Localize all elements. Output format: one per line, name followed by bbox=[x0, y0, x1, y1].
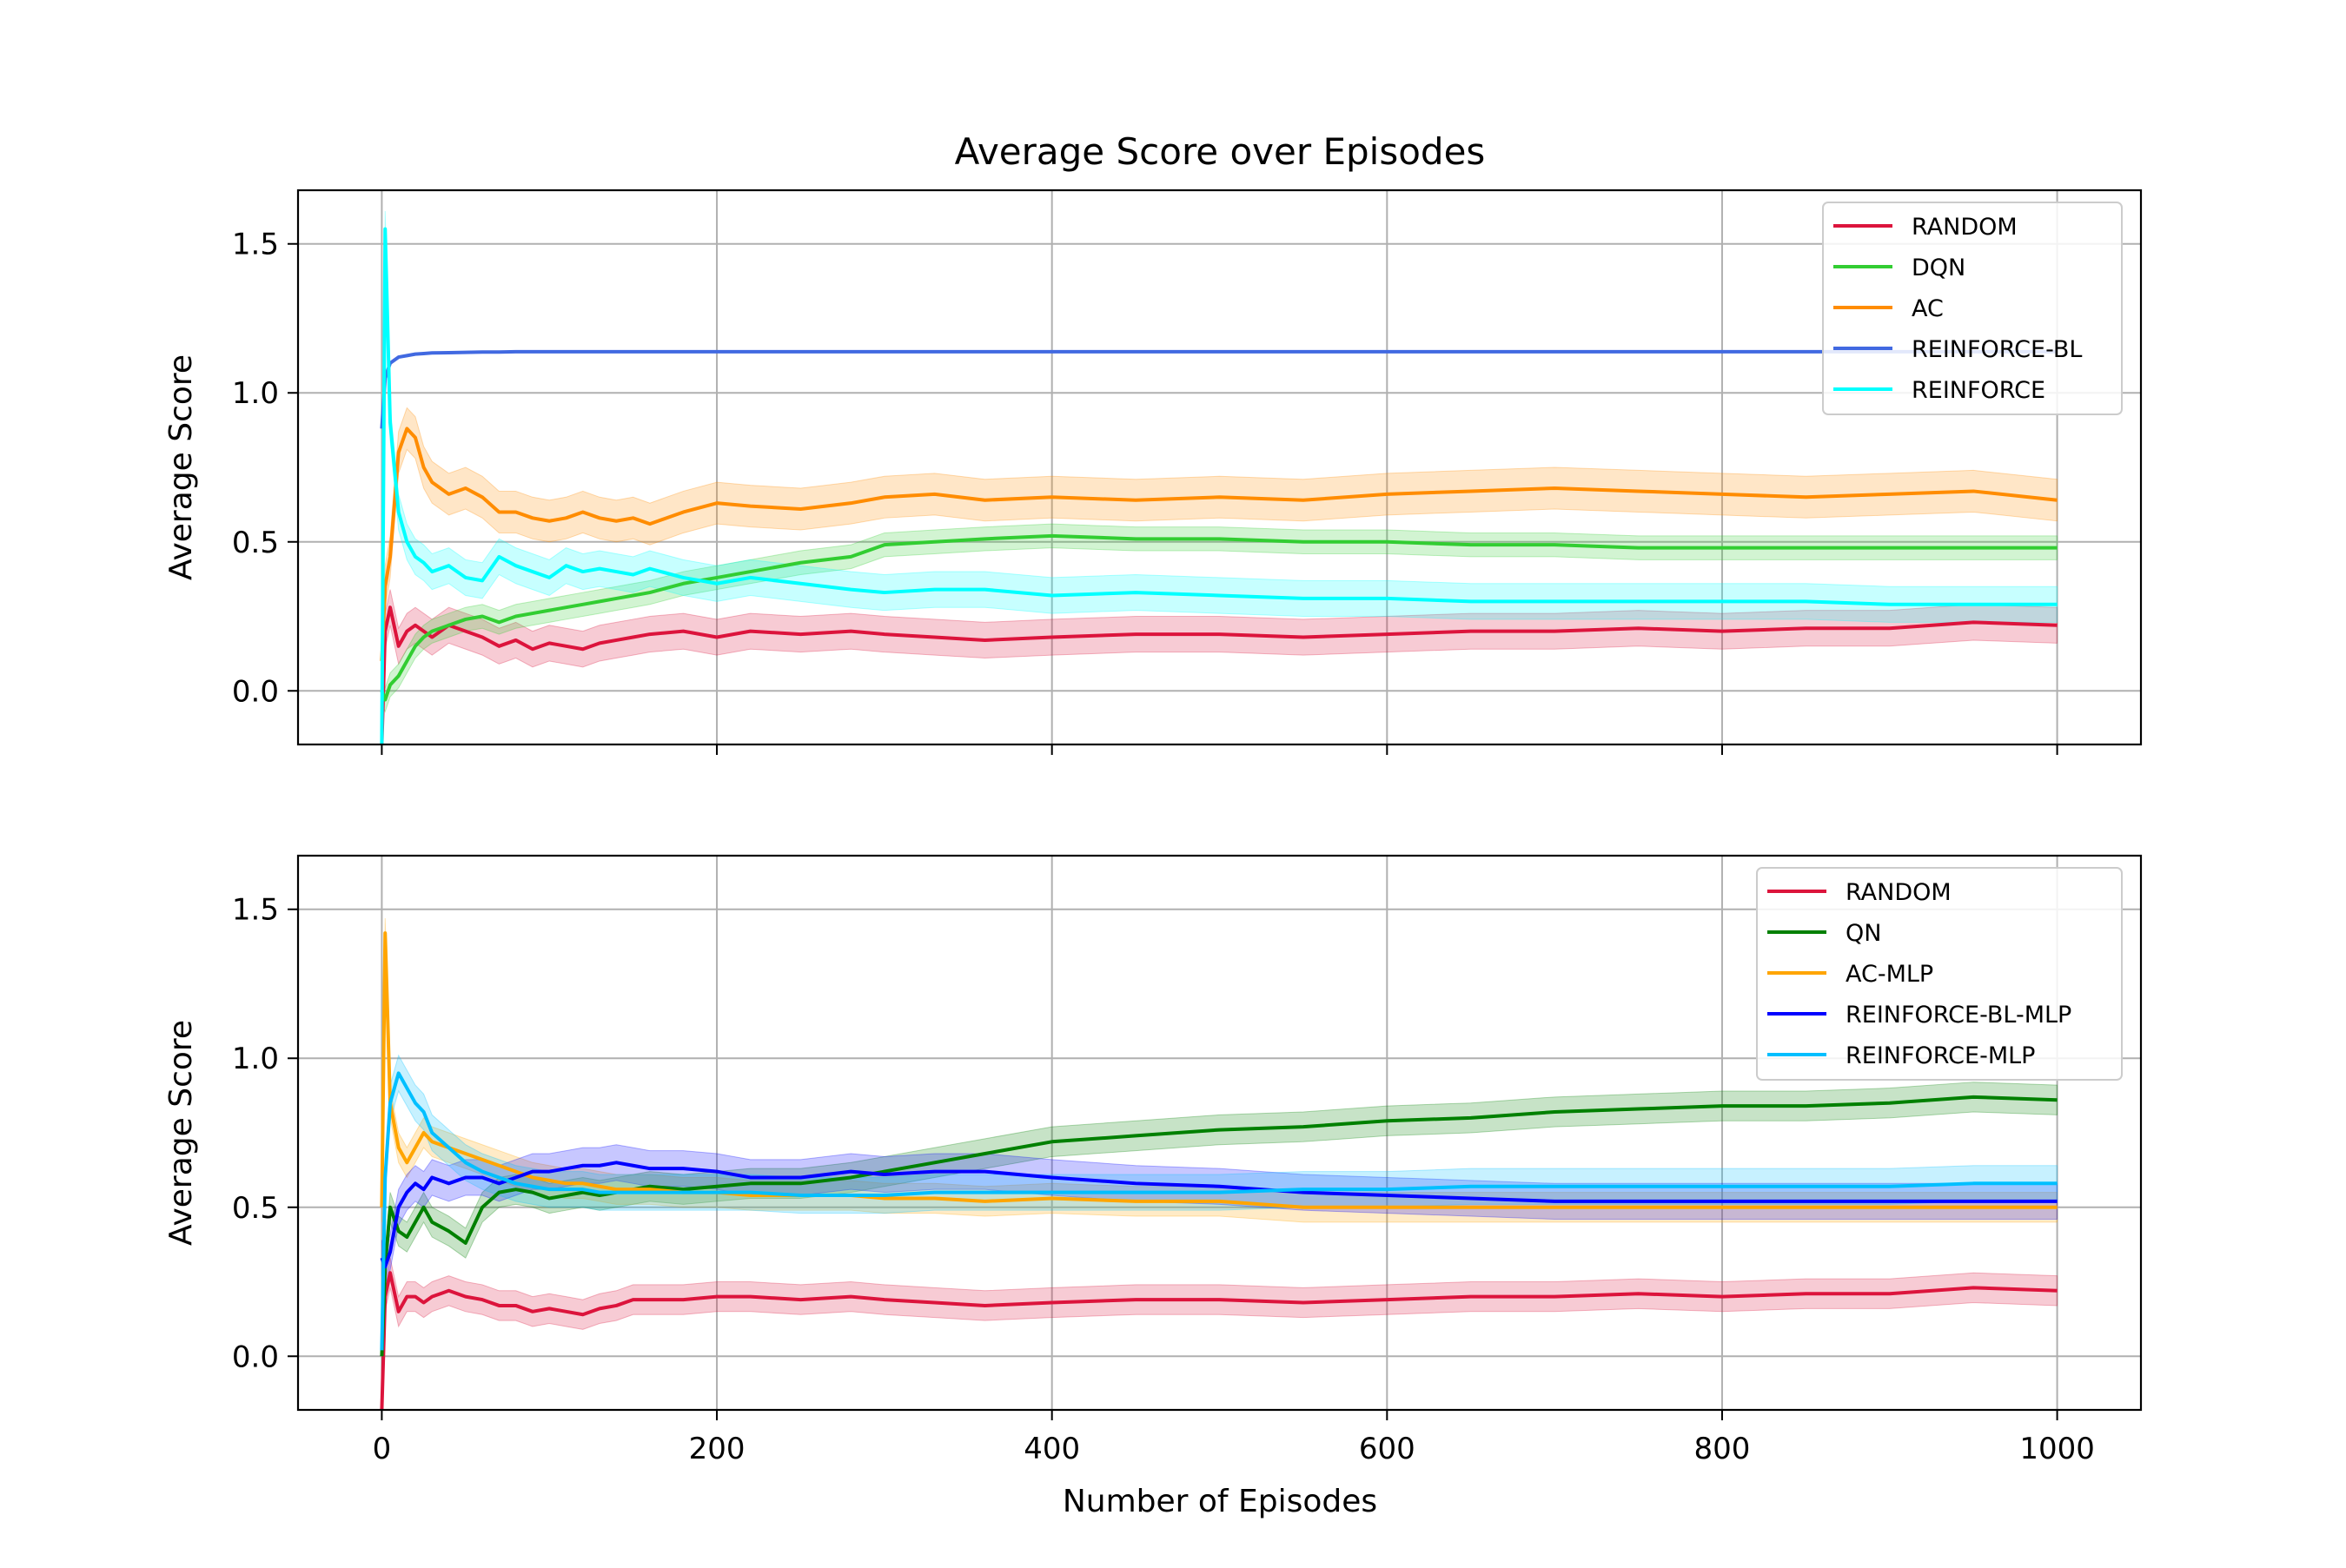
legend-box bbox=[1822, 202, 2123, 415]
legend: RANDOM DQN AC REINFORCE-BL REINFORCE bbox=[1822, 202, 2123, 415]
y-tick-label: 0.5 bbox=[232, 526, 279, 560]
axes-frame bbox=[296, 854, 2143, 1412]
series-band bbox=[381, 1082, 2058, 1372]
x-tick-label: 600 bbox=[1359, 1432, 1415, 1466]
y-axis-label: Average Score bbox=[163, 354, 199, 580]
legend-label: DQN bbox=[1912, 255, 1965, 281]
series-line bbox=[380, 1095, 2058, 1357]
series-band bbox=[381, 210, 2058, 744]
legend-box bbox=[1756, 867, 2123, 1081]
y-tick-label: 1.0 bbox=[232, 376, 279, 411]
legend: RANDOM QN AC-MLP REINFORCE-BL-MLP REINFORCE-… bbox=[1756, 867, 2123, 1081]
x-tick-label: 200 bbox=[689, 1432, 746, 1466]
x-tick-label: 0 bbox=[373, 1432, 392, 1466]
series-line bbox=[380, 349, 2058, 429]
x-axis-label: Number of Episodes bbox=[1063, 1484, 1377, 1519]
x-tick-label: 800 bbox=[1694, 1432, 1751, 1466]
legend-label: AC bbox=[1912, 295, 1944, 322]
legend-label: REINFORCE-BL-MLP bbox=[1846, 1002, 2071, 1029]
series-band bbox=[381, 407, 2058, 682]
panel-bottom: 0 200 400 600 800 1000 0.0 0.5 1.0 1.5 Average Sco… bbox=[163, 854, 2143, 1466]
legend-label: RANDOM bbox=[1912, 214, 2018, 241]
legend-label: QN bbox=[1846, 920, 1881, 947]
plot-area bbox=[380, 918, 2058, 1410]
x-tick-label: 400 bbox=[1024, 1432, 1080, 1466]
y-axis-label: Average Score bbox=[163, 1020, 199, 1246]
legend-label: REINFORCE-BL bbox=[1912, 336, 2082, 363]
series-line bbox=[380, 227, 2058, 744]
legend-label: AC-MLP bbox=[1846, 961, 1933, 988]
series-line bbox=[380, 427, 2058, 662]
series-line bbox=[380, 605, 2058, 744]
series-line bbox=[380, 533, 2058, 702]
chart-title: Average Score over Episodes bbox=[955, 130, 1486, 173]
series-band bbox=[381, 1144, 2058, 1287]
y-tick-label: 0.0 bbox=[232, 1340, 279, 1374]
y-tick-label: 1.0 bbox=[232, 1042, 279, 1076]
legend-label: REINFORCE-MLP bbox=[1846, 1042, 2035, 1069]
series-line bbox=[380, 1161, 2058, 1269]
legend-label: REINFORCE bbox=[1912, 377, 2045, 404]
axes-frame bbox=[296, 189, 2143, 746]
y-tick-label: 1.5 bbox=[232, 228, 279, 262]
series-line bbox=[380, 1271, 2058, 1410]
x-tick-label: 1000 bbox=[2019, 1432, 2095, 1466]
legend-label: RANDOM bbox=[1846, 879, 1952, 906]
y-tick-label: 0.5 bbox=[232, 1191, 279, 1226]
y-tick-label: 0.0 bbox=[232, 674, 279, 709]
y-tick-label: 1.5 bbox=[232, 893, 279, 928]
series-line bbox=[380, 1071, 2058, 1351]
plot-area bbox=[380, 210, 2058, 744]
panel-top: 0.0 0.5 1.0 1.5 Average Score RANDOM DQN AC REIN… bbox=[163, 189, 2143, 755]
series-band bbox=[381, 523, 2058, 713]
series-band bbox=[381, 1257, 2058, 1410]
